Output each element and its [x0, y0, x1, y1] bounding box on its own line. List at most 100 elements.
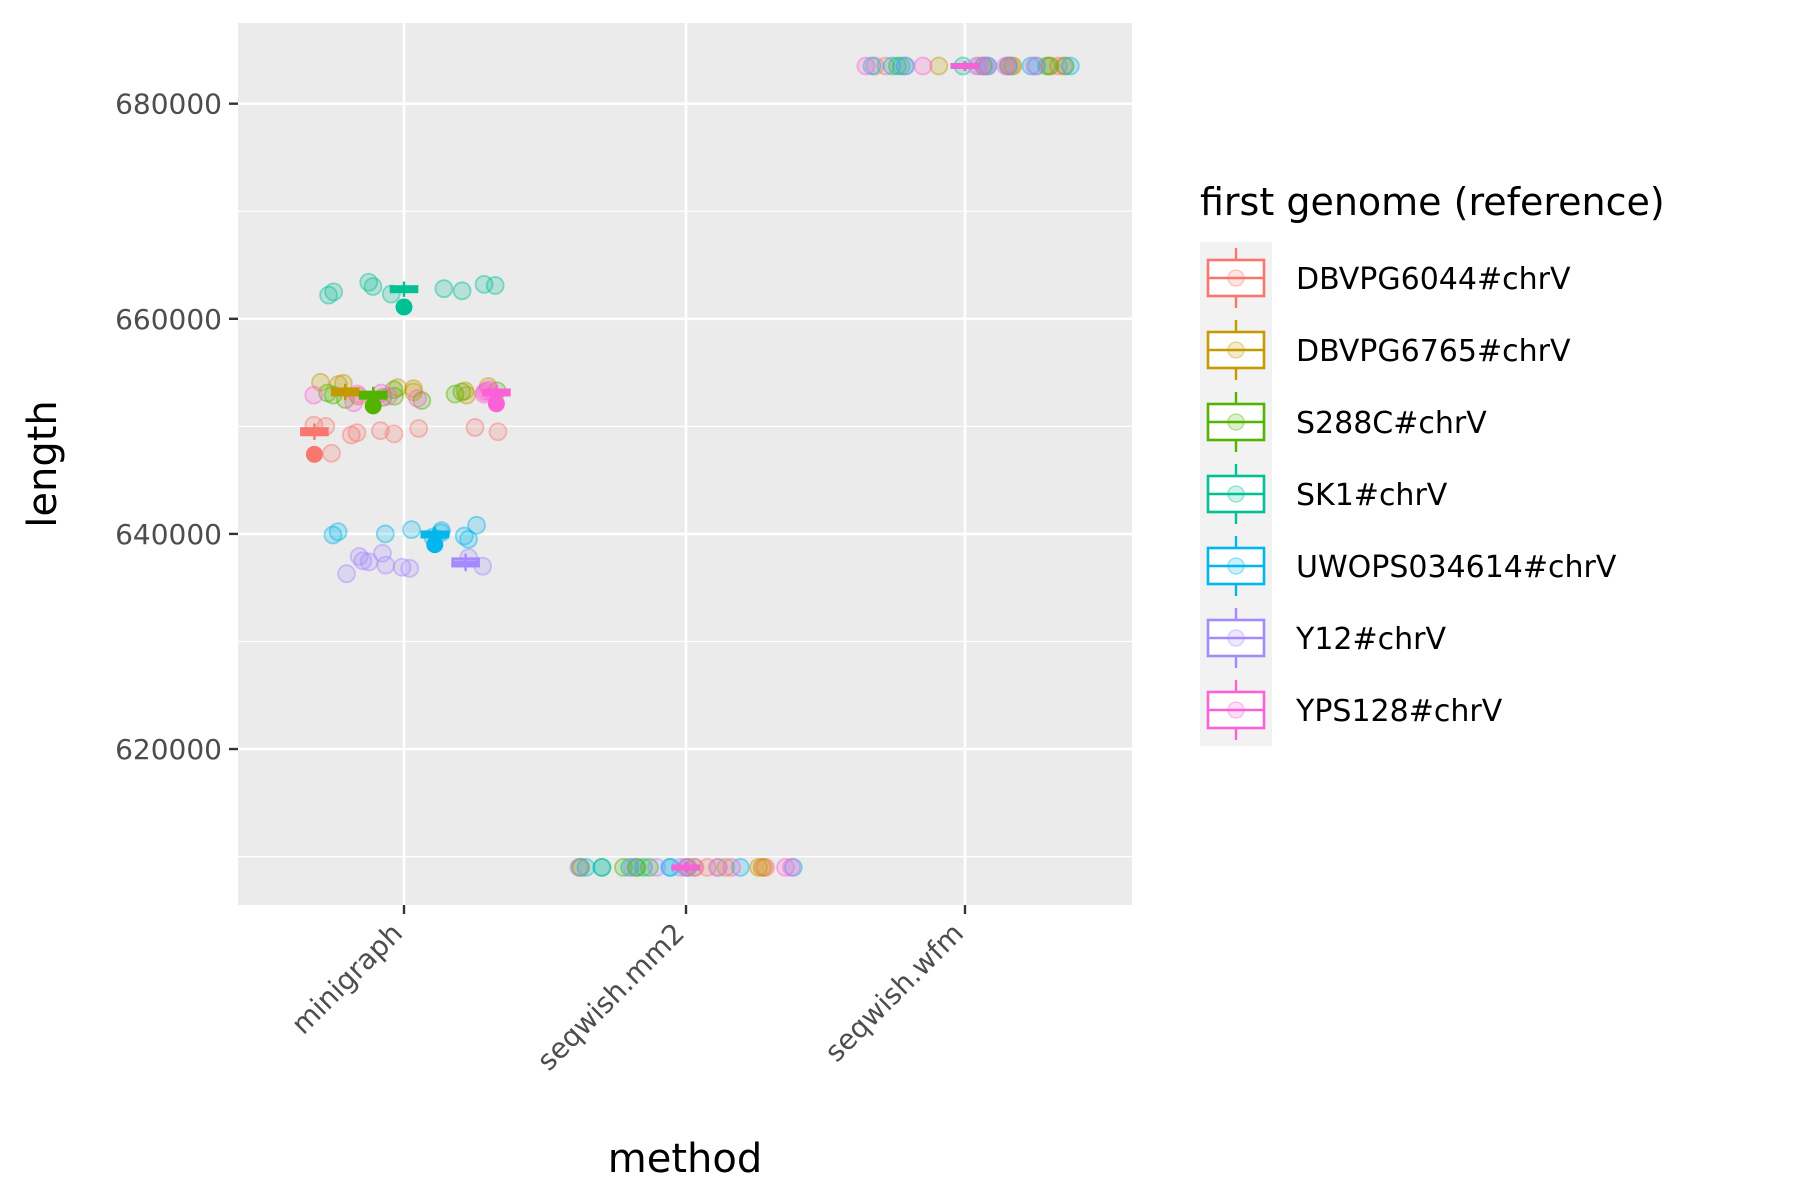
jitter-point [882, 56, 902, 76]
jitter-point [1021, 56, 1041, 76]
jitter-point [929, 56, 949, 76]
jitter-point [891, 56, 911, 76]
jitter-point [474, 274, 494, 294]
jitter-point [1041, 56, 1061, 76]
jitter-point [341, 425, 361, 445]
jitter-point [998, 56, 1018, 76]
legend: first genome (reference) DBVPG6044#chrV D… [1200, 180, 1665, 746]
jitter-point [776, 857, 795, 877]
jitter-point [1060, 56, 1080, 76]
jitter-point [862, 56, 882, 76]
x-tick-label: seqwish.mm2 [531, 917, 691, 1077]
y-tick-label: 620000 [115, 733, 222, 766]
legend-key-point [1227, 341, 1245, 359]
jitter-point [627, 857, 647, 877]
jitter-point [999, 56, 1018, 76]
jitter-point [459, 529, 478, 549]
jitter-point [620, 857, 639, 877]
jitter-point [359, 272, 379, 292]
legend-label: DBVPG6044#chrV [1296, 262, 1571, 297]
jitter-point [1039, 56, 1059, 76]
jitter-point [634, 857, 653, 877]
jitter-point [1055, 56, 1075, 76]
jitter-point [359, 552, 379, 572]
jitter-point [445, 384, 465, 404]
jitter-point [647, 857, 667, 877]
jitter-point [865, 56, 885, 76]
jitter-point [404, 382, 423, 402]
y-tick-label: 680000 [115, 88, 222, 121]
jitter-point [402, 520, 421, 540]
jitter-point [592, 857, 612, 877]
jitter-point [1003, 56, 1023, 76]
jitter-point [756, 857, 775, 877]
legend-label: S288C#chrV [1296, 406, 1487, 441]
jitter-point [782, 857, 801, 877]
jitter-point [319, 285, 338, 305]
jitter-point [895, 56, 915, 76]
jitter-point [363, 277, 383, 296]
jitter-point [707, 857, 727, 877]
jitter-point [454, 526, 474, 546]
jitter-point [749, 857, 768, 877]
jitter-point [913, 56, 933, 76]
jitter-point [370, 421, 390, 441]
x-tick-label: seqwish.wfm [818, 917, 970, 1069]
y-axis-title: length [20, 400, 66, 528]
jitter-point [730, 857, 750, 877]
legend-key-point [1227, 269, 1245, 287]
jitter-point [640, 857, 659, 877]
jitter-point [1002, 56, 1021, 76]
jitter-point [457, 385, 476, 405]
legend-key-point [1227, 557, 1245, 575]
jitter-point [1037, 56, 1057, 76]
jitter-point [622, 857, 642, 877]
jitter-point [887, 56, 907, 76]
jitter-point [323, 525, 343, 545]
jitter-point [999, 56, 1019, 76]
x-tick-label: minigraph [285, 917, 409, 1041]
y-tick-label: 640000 [115, 518, 222, 551]
plot-panel [238, 23, 1132, 905]
jitter-point [434, 279, 454, 299]
jitter-point [752, 857, 772, 877]
jitter-point [376, 555, 396, 575]
jitter-point [337, 564, 356, 584]
legend-key-point [1227, 413, 1245, 431]
jitter-point [1027, 56, 1047, 76]
jitter-point [304, 385, 324, 405]
jitter-point [783, 857, 803, 877]
x-axis-title: method [608, 1136, 762, 1182]
jitter-point [465, 418, 485, 437]
box-outlier [395, 298, 413, 316]
jitter-point [400, 558, 420, 578]
jitter-point [978, 56, 998, 76]
jitter-point [409, 419, 429, 438]
jitter-point [375, 524, 395, 544]
jitter-point [856, 56, 876, 76]
jitter-point [592, 857, 612, 877]
jitter-point [614, 857, 633, 877]
jitter-point [716, 857, 736, 877]
jitter-point [626, 857, 646, 877]
jitter-point [324, 282, 343, 302]
y-tick-label: 660000 [115, 303, 222, 336]
box-outlier [364, 397, 382, 415]
jitter-point [388, 378, 408, 398]
jitter-point [412, 391, 432, 410]
jitter-point [353, 551, 373, 571]
jitter-point [569, 857, 589, 877]
legend-key-point [1227, 485, 1245, 503]
legend-label: SK1#chrV [1296, 478, 1448, 513]
box-outlier [305, 445, 323, 463]
jitter-point [392, 557, 412, 577]
jitter-point [408, 388, 427, 408]
jitter-point [1049, 56, 1068, 76]
legend-label: YPS128#chrV [1295, 694, 1503, 729]
legend-title: first genome (reference) [1200, 180, 1665, 224]
legend-label: DBVPG6765#chrV [1296, 334, 1571, 369]
jitter-point [467, 515, 486, 535]
jitter-point [576, 857, 596, 877]
jitter-point [452, 281, 472, 301]
